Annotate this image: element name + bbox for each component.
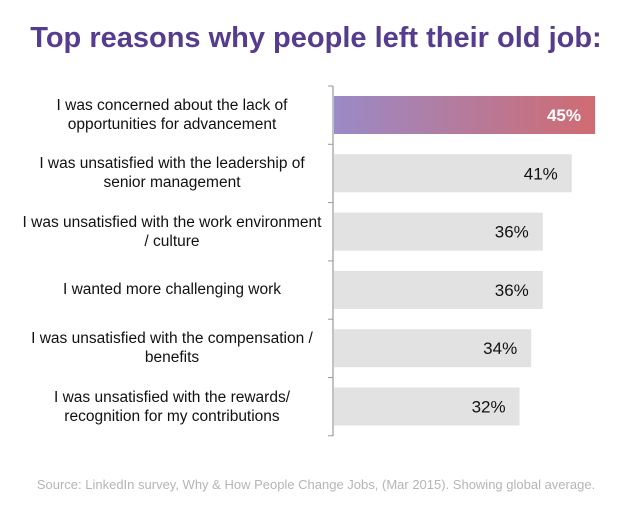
data-label: 34%	[483, 339, 517, 358]
category-label: I was unsatisfied with the rewards/ reco…	[53, 388, 291, 425]
category-label: I was concerned about the lack of opport…	[56, 97, 288, 133]
bar	[334, 96, 595, 134]
data-label: 32%	[472, 398, 506, 417]
bar	[334, 154, 572, 193]
data-label: 45%	[547, 106, 581, 125]
bar	[334, 387, 520, 426]
bar	[334, 270, 543, 309]
bar	[334, 329, 532, 368]
source-note: Source: LinkedIn survey, Why & How Peopl…	[36, 477, 596, 492]
data-label: 36%	[495, 223, 529, 242]
chart-title: Top reasons why people left their old jo…	[30, 22, 602, 54]
bar-chart: 45% 41% 36% 36% 34% 32%	[328, 85, 595, 437]
category-label: I was unsatisfied with the work environm…	[22, 213, 322, 250]
data-label: 41%	[524, 164, 558, 183]
category-label: I was unsatisfied with the leadership of…	[39, 155, 305, 192]
data-label: 36%	[495, 281, 529, 300]
category-label: I was unsatisfied with the compensation …	[31, 330, 313, 367]
category-label: I wanted more challenging work	[63, 281, 281, 299]
bar	[334, 212, 543, 251]
